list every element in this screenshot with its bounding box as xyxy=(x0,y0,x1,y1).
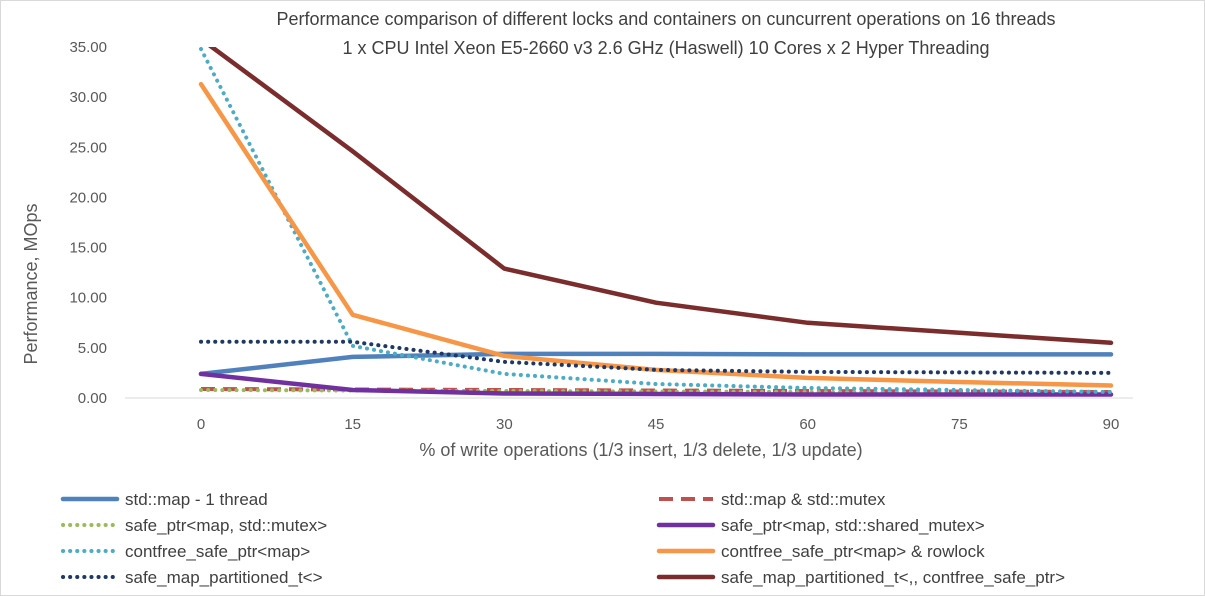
y-tick-label: 25.00 xyxy=(69,139,107,156)
y-axis-title: Performance, MOps xyxy=(21,203,41,364)
legend-label: safe_map_partitioned_t<> xyxy=(125,568,323,587)
x-tick-label: 15 xyxy=(344,416,361,433)
y-tick-label: 0.00 xyxy=(78,390,107,407)
x-tick-label: 0 xyxy=(197,416,205,433)
x-tick-label: 60 xyxy=(799,416,816,433)
series-line xyxy=(199,339,1113,375)
x-tick-label: 45 xyxy=(648,416,665,433)
y-tick-label: 15.00 xyxy=(69,240,107,257)
legend-label: contfree_safe_ptr<map> xyxy=(125,542,310,561)
legend-label: std::map & std::mutex xyxy=(721,490,886,509)
series-line xyxy=(198,81,1114,388)
legend-label: safe_ptr<map, std::shared_mutex> xyxy=(721,516,985,535)
y-tick-label: 35.00 xyxy=(69,39,107,56)
series-line xyxy=(208,47,1114,346)
legend-label: std::map - 1 thread xyxy=(125,490,268,509)
chart-subtitle: 1 x CPU Intel Xeon E5-2660 v3 2.6 GHz (H… xyxy=(342,38,990,58)
y-tick-label: 5.00 xyxy=(78,340,107,357)
y-tick-label: 20.00 xyxy=(69,189,107,206)
x-axis-title: % of write operations (1/3 insert, 1/3 d… xyxy=(419,440,862,460)
legend-label: safe_map_partitioned_t<,, contfree_safe_… xyxy=(721,568,1065,587)
series-line xyxy=(198,351,1114,377)
x-tick-label: 75 xyxy=(951,416,968,433)
x-tick-label: 30 xyxy=(496,416,513,433)
y-tick-label: 30.00 xyxy=(69,89,107,106)
chart-title: Performance comparison of different lock… xyxy=(276,9,1056,29)
series-line xyxy=(199,47,1113,394)
legend-label: contfree_safe_ptr<map> & rowlock xyxy=(721,542,985,561)
legend-label: safe_ptr<map, std::mutex> xyxy=(125,516,327,535)
series-line xyxy=(198,371,1114,397)
y-tick-label: 10.00 xyxy=(69,290,107,307)
x-tick-label: 90 xyxy=(1103,416,1120,433)
